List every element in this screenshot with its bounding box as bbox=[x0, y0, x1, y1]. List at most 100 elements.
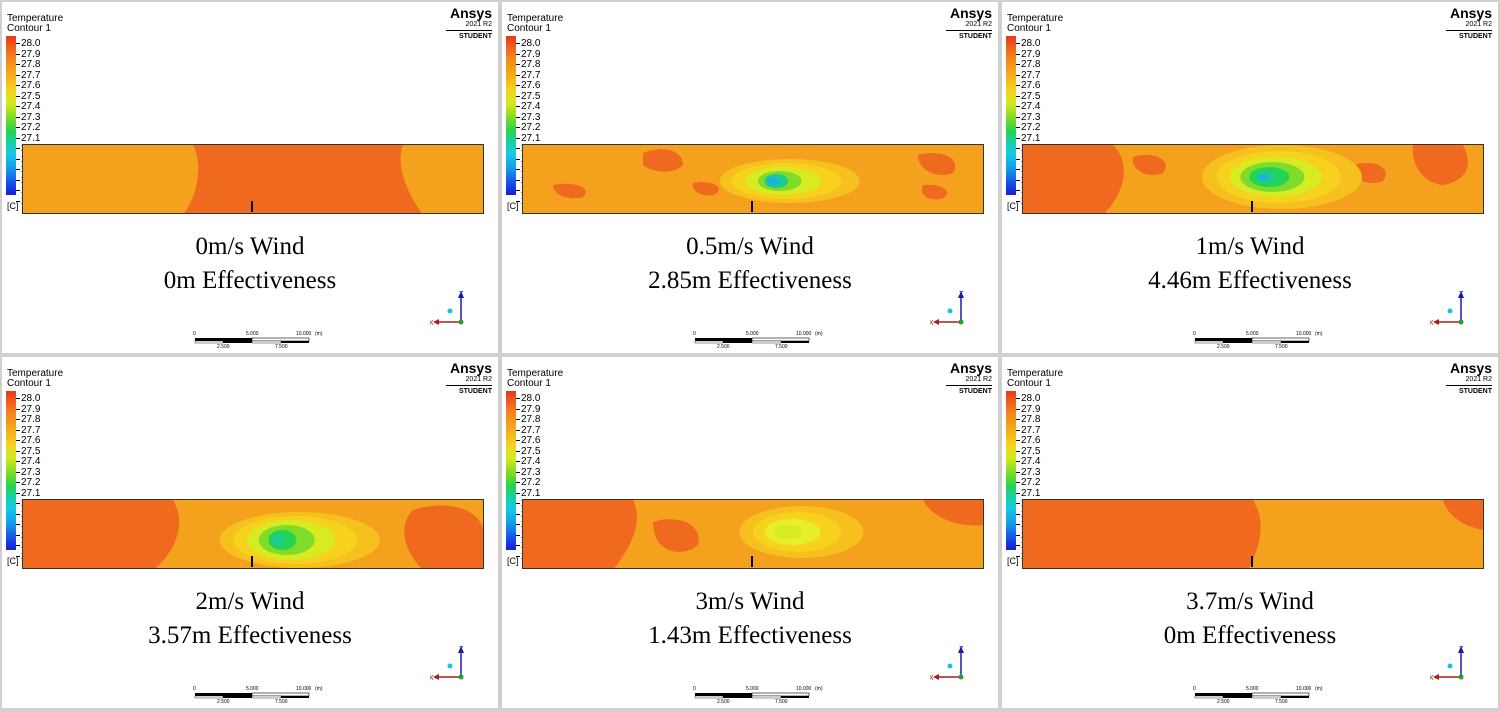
legend-tick-label: 28.0 bbox=[521, 393, 541, 404]
scale-top-label: (m) bbox=[815, 686, 823, 692]
legend-tick-label: 27.5 bbox=[21, 90, 41, 102]
scale-sub-dark bbox=[1223, 696, 1252, 698]
legend-tick-label: 27.7 bbox=[1021, 424, 1041, 436]
temperature-region bbox=[23, 500, 180, 568]
legend-title: Temperature Contour 1 bbox=[1007, 14, 1063, 34]
legend-tick bbox=[1016, 158, 1020, 160]
legend-tick-label: 27.1 bbox=[521, 487, 541, 499]
legend-tick bbox=[16, 200, 20, 202]
cooling-plume bbox=[767, 177, 779, 185]
legend-tick-label: 28.0 bbox=[21, 393, 41, 404]
view-sphere-icon bbox=[447, 663, 453, 669]
scale-sub-dark bbox=[223, 341, 252, 343]
scale-bar-graphic bbox=[194, 692, 310, 699]
view-sphere-icon bbox=[447, 308, 453, 314]
temperature-region bbox=[404, 505, 483, 568]
legend-tick bbox=[1016, 116, 1020, 118]
scale-bar: 0 5.000 10.000 (m) 2.500 7.500 bbox=[193, 329, 323, 351]
legend-title-line: Temperature bbox=[7, 13, 64, 24]
legend-title: Temperature Contour 1 bbox=[507, 369, 563, 389]
legend-tick bbox=[516, 524, 520, 525]
legend-tick-label: 27.7 bbox=[1021, 69, 1041, 81]
legend-tick-label: 28.0 bbox=[1021, 393, 1041, 404]
legend-tick-label: 27.1 bbox=[1021, 132, 1041, 144]
legend-tick-label: 27.2 bbox=[1021, 477, 1041, 488]
legend-tick bbox=[516, 148, 520, 149]
legend-tick bbox=[516, 53, 520, 55]
legend-tick bbox=[516, 158, 520, 160]
legend-tick bbox=[16, 85, 20, 86]
brand-divider bbox=[1446, 385, 1492, 386]
scale-sub-dark bbox=[723, 696, 752, 698]
z-axis-arrow bbox=[1458, 646, 1464, 653]
legend-tick-label: 27.4 bbox=[21, 456, 41, 467]
scale-bottom-label: 7.500 bbox=[775, 699, 788, 705]
wind-speed-caption: 3.7m/s Wind bbox=[1186, 588, 1314, 615]
legend-title: Temperature Contour 1 bbox=[7, 14, 63, 34]
x-axis-label: X bbox=[930, 675, 934, 682]
legend-tick-label: 27.6 bbox=[21, 80, 41, 91]
contour-panel: Temperature Contour 1 28.0 27.9 27.8 27.7 27.6… bbox=[502, 357, 998, 708]
scale-segment-dark bbox=[195, 693, 252, 696]
temperature-domain bbox=[522, 499, 984, 569]
legend-tick bbox=[516, 85, 520, 86]
scale-bottom-label: 2.500 bbox=[1217, 344, 1230, 350]
legend-tick bbox=[16, 53, 20, 55]
legend-tick bbox=[1016, 429, 1020, 431]
scale-bar-graphic bbox=[194, 337, 310, 344]
legend-tick bbox=[1016, 190, 1020, 191]
legend-tick bbox=[1016, 503, 1020, 504]
wind-speed-caption: 0m/s Wind bbox=[195, 233, 305, 260]
legend-tick bbox=[516, 513, 520, 515]
scale-top-label: (m) bbox=[315, 331, 323, 337]
color-bar bbox=[6, 36, 16, 195]
scale-bar: 0 5.000 10.000 (m) 2.500 7.500 bbox=[1193, 684, 1323, 706]
legend-tick-label: 28.0 bbox=[21, 38, 41, 49]
legend-tick-label: 27.5 bbox=[521, 445, 541, 457]
legend-tick-label: 27.5 bbox=[1021, 90, 1041, 102]
legend-tick bbox=[1016, 106, 1020, 107]
effectiveness-caption: 1.43m Effectiveness bbox=[648, 622, 852, 649]
brand-name: Ansys bbox=[449, 360, 492, 376]
scale-top-label: 5.000 bbox=[246, 686, 259, 692]
legend-tick bbox=[516, 64, 520, 65]
legend-tick-label: 27.7 bbox=[21, 69, 41, 81]
legend-tick bbox=[516, 461, 520, 462]
legend-tick-label: 27.2 bbox=[521, 122, 541, 133]
x-axis-arrow bbox=[933, 319, 939, 325]
legend-tick-label: 27.3 bbox=[1021, 111, 1041, 123]
z-axis-label: Z bbox=[959, 291, 964, 298]
axis-triad: ZX bbox=[1430, 291, 1464, 327]
contour-field bbox=[553, 149, 956, 203]
legend-tick-label: 27.7 bbox=[521, 424, 541, 436]
legend-tick bbox=[1016, 74, 1020, 76]
contour-panel: Temperature Contour 1 28.0 27.9 27.8 27.7 27.6… bbox=[2, 357, 498, 708]
y-axis-dot bbox=[958, 674, 964, 680]
scale-segment-dark bbox=[1195, 338, 1252, 341]
legend-tick-label: 27.9 bbox=[1021, 48, 1041, 60]
legend-tick bbox=[1016, 127, 1020, 128]
legend-tick bbox=[516, 408, 520, 410]
legend-tick-label: 27.9 bbox=[521, 403, 541, 415]
legend-tick bbox=[1016, 534, 1020, 536]
brand-edition: STUDENT bbox=[958, 388, 992, 395]
legend-subtitle-line: Contour 1 bbox=[1007, 23, 1051, 34]
brand-version: 2021 R2 bbox=[1465, 21, 1492, 28]
scale-bar: 0 5.000 10.000 (m) 2.500 7.500 bbox=[1193, 329, 1323, 351]
temperature-region bbox=[1412, 145, 1468, 185]
wind-speed-caption: 2m/s Wind bbox=[195, 588, 305, 615]
scale-bar: 0 5.000 10.000 (m) 2.500 7.500 bbox=[693, 684, 823, 706]
legend-tick bbox=[1016, 398, 1020, 399]
scale-sub-dark bbox=[1281, 341, 1309, 343]
legend-tick bbox=[16, 482, 20, 483]
scale-bottom-label: 2.500 bbox=[717, 699, 730, 705]
temperature-region bbox=[1443, 500, 1483, 530]
legend-tick bbox=[516, 116, 520, 118]
legend-tick-label: 27.5 bbox=[521, 90, 541, 102]
scale-top-label: 5.000 bbox=[746, 686, 759, 692]
brand-divider bbox=[446, 385, 492, 386]
wind-speed-caption: 0.5m/s Wind bbox=[686, 233, 814, 260]
legend-tick bbox=[1016, 408, 1020, 410]
scale-top-label: (m) bbox=[315, 686, 323, 692]
legend-tick bbox=[1016, 137, 1020, 139]
